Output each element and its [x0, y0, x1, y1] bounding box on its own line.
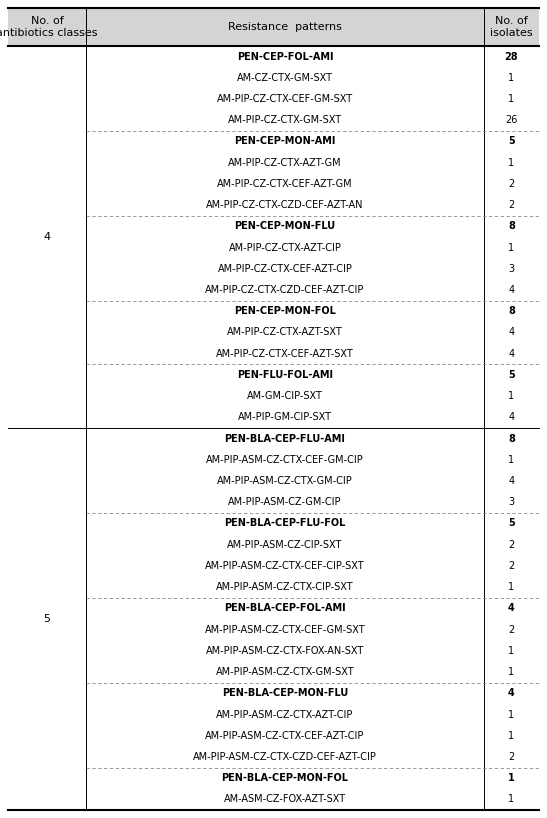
Text: AM-PIP-ASM-CZ-CTX-GM-CIP: AM-PIP-ASM-CZ-CTX-GM-CIP [217, 476, 353, 486]
Text: 2: 2 [508, 561, 515, 571]
Text: PEN-BLA-CEP-FLU-FOL: PEN-BLA-CEP-FLU-FOL [224, 519, 346, 528]
Text: AM-PIP-ASM-CZ-CTX-CEF-GM-CIP: AM-PIP-ASM-CZ-CTX-CEF-GM-CIP [206, 455, 364, 465]
Text: AM-PIP-CZ-CTX-CZD-CEF-AZT-CIP: AM-PIP-CZ-CTX-CZD-CEF-AZT-CIP [205, 285, 365, 295]
Text: AM-PIP-ASM-CZ-CTX-GM-SXT: AM-PIP-ASM-CZ-CTX-GM-SXT [216, 667, 354, 677]
Text: AM-PIP-GM-CIP-SXT: AM-PIP-GM-CIP-SXT [238, 412, 332, 422]
Text: 1: 1 [509, 646, 515, 656]
Text: PEN-BLA-CEP-FLU-AMI: PEN-BLA-CEP-FLU-AMI [225, 434, 346, 443]
Text: AM-PIP-CZ-CTX-CZD-CEF-AZT-AN: AM-PIP-CZ-CTX-CZD-CEF-AZT-AN [206, 200, 364, 210]
Text: 1: 1 [509, 94, 515, 104]
Text: 4: 4 [43, 232, 50, 242]
Text: AM-PIP-CZ-CTX-CEF-GM-SXT: AM-PIP-CZ-CTX-CEF-GM-SXT [217, 94, 353, 104]
Text: 1: 1 [509, 73, 515, 83]
Text: 8: 8 [508, 306, 515, 317]
Text: 1: 1 [509, 391, 515, 401]
Text: AM-PIP-ASM-CZ-GM-CIP: AM-PIP-ASM-CZ-GM-CIP [228, 497, 342, 507]
Text: PEN-CEP-MON-AMI: PEN-CEP-MON-AMI [234, 137, 336, 146]
Text: 1: 1 [509, 709, 515, 720]
Text: No. of
isolates: No. of isolates [490, 16, 533, 38]
Text: 1: 1 [509, 582, 515, 592]
Text: 5: 5 [508, 137, 515, 146]
Text: PEN-BLA-CEP-MON-FLU: PEN-BLA-CEP-MON-FLU [222, 688, 348, 699]
Text: AM-PIP-ASM-CZ-CTX-CEF-GM-SXT: AM-PIP-ASM-CZ-CTX-CEF-GM-SXT [205, 625, 365, 635]
Text: AM-PIP-CZ-CTX-CEF-AZT-CIP: AM-PIP-CZ-CTX-CEF-AZT-CIP [218, 264, 352, 274]
Text: 2: 2 [508, 752, 515, 762]
Text: 4: 4 [509, 285, 515, 295]
Text: 26: 26 [505, 115, 517, 125]
Text: 8: 8 [508, 222, 515, 231]
Text: AM-PIP-ASM-CZ-CTX-AZT-CIP: AM-PIP-ASM-CZ-CTX-AZT-CIP [216, 709, 354, 720]
Text: 4: 4 [509, 348, 515, 359]
Text: AM-PIP-ASM-CZ-CTX-CZD-CEF-AZT-CIP: AM-PIP-ASM-CZ-CTX-CZD-CEF-AZT-CIP [193, 752, 377, 762]
Text: PEN-BLA-CEP-FOL-AMI: PEN-BLA-CEP-FOL-AMI [224, 604, 346, 614]
Text: 1: 1 [509, 794, 515, 804]
Text: 1: 1 [509, 243, 515, 253]
Text: 1: 1 [508, 773, 515, 783]
Text: 2: 2 [508, 540, 515, 550]
Text: 5: 5 [44, 614, 50, 624]
Text: AM-PIP-ASM-CZ-CTX-FOX-AN-SXT: AM-PIP-ASM-CZ-CTX-FOX-AN-SXT [206, 646, 364, 656]
Text: PEN-FLU-FOL-AMI: PEN-FLU-FOL-AMI [237, 370, 333, 380]
Text: PEN-CEP-MON-FOL: PEN-CEP-MON-FOL [234, 306, 336, 317]
Text: 28: 28 [505, 52, 519, 61]
Text: AM-PIP-ASM-CZ-CTX-CEF-CIP-SXT: AM-PIP-ASM-CZ-CTX-CEF-CIP-SXT [205, 561, 365, 571]
Text: 4: 4 [508, 688, 515, 699]
Text: AM-GM-CIP-SXT: AM-GM-CIP-SXT [247, 391, 323, 401]
Text: 5: 5 [508, 370, 515, 380]
Text: 4: 4 [509, 476, 515, 486]
Text: No. of
antibiotics classes: No. of antibiotics classes [0, 16, 98, 38]
Text: 5: 5 [508, 519, 515, 528]
Text: AM-PIP-CZ-CTX-AZT-GM: AM-PIP-CZ-CTX-AZT-GM [228, 158, 342, 168]
Text: 1: 1 [509, 158, 515, 168]
Text: PEN-CEP-FOL-AMI: PEN-CEP-FOL-AMI [237, 52, 333, 61]
Text: 4: 4 [509, 327, 515, 338]
Text: Resistance  patterns: Resistance patterns [228, 22, 342, 32]
Text: 3: 3 [509, 264, 515, 274]
Text: AM-PIP-CZ-CTX-CEF-AZT-SXT: AM-PIP-CZ-CTX-CEF-AZT-SXT [216, 348, 354, 359]
Text: AM-PIP-ASM-CZ-CIP-SXT: AM-PIP-ASM-CZ-CIP-SXT [228, 540, 342, 550]
Text: AM-PIP-ASM-CZ-CTX-CEF-AZT-CIP: AM-PIP-ASM-CZ-CTX-CEF-AZT-CIP [205, 730, 365, 741]
Text: 1: 1 [509, 455, 515, 465]
Text: 2: 2 [508, 200, 515, 210]
Text: AM-PIP-CZ-CTX-CEF-AZT-GM: AM-PIP-CZ-CTX-CEF-AZT-GM [217, 179, 353, 189]
Text: AM-PIP-CZ-CTX-AZT-CIP: AM-PIP-CZ-CTX-AZT-CIP [229, 243, 341, 253]
Text: 3: 3 [509, 497, 515, 507]
Text: PEN-BLA-CEP-MON-FOL: PEN-BLA-CEP-MON-FOL [222, 773, 348, 783]
Text: 8: 8 [508, 434, 515, 443]
Text: 1: 1 [509, 667, 515, 677]
Text: 2: 2 [508, 625, 515, 635]
Text: 2: 2 [508, 179, 515, 189]
Text: AM-ASM-CZ-FOX-AZT-SXT: AM-ASM-CZ-FOX-AZT-SXT [224, 794, 346, 804]
Text: AM-PIP-CZ-CTX-GM-SXT: AM-PIP-CZ-CTX-GM-SXT [228, 115, 342, 125]
Text: PEN-CEP-MON-FLU: PEN-CEP-MON-FLU [235, 222, 335, 231]
Text: AM-PIP-CZ-CTX-AZT-SXT: AM-PIP-CZ-CTX-AZT-SXT [227, 327, 343, 338]
Bar [8, 8, 539, 46]
Text: AM-PIP-ASM-CZ-CTX-CIP-SXT: AM-PIP-ASM-CZ-CTX-CIP-SXT [216, 582, 354, 592]
Text: 1: 1 [509, 730, 515, 741]
Text: 4: 4 [509, 412, 515, 422]
Text: 4: 4 [508, 604, 515, 614]
Text: AM-CZ-CTX-GM-SXT: AM-CZ-CTX-GM-SXT [237, 73, 333, 83]
